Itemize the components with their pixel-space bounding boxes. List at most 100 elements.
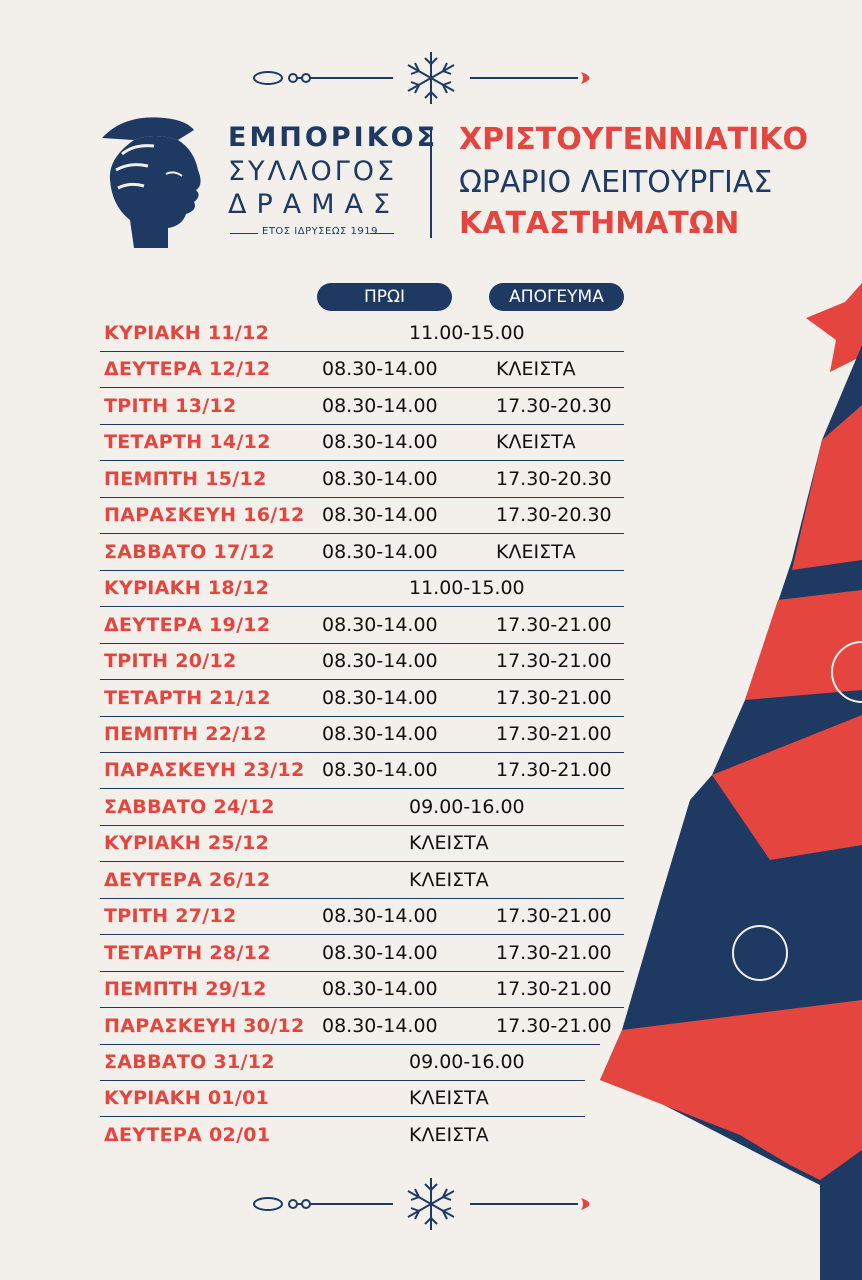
row-hours-morning: 08.30-14.00 <box>322 431 438 453</box>
row-day: ΣΑΒΒΑΤΟ 17/12 <box>104 541 275 563</box>
row-hours-afternoon: 17.30-21.00 <box>496 614 612 636</box>
row-day: ΠΕΜΠΤΗ 22/12 <box>104 723 267 745</box>
ornament-icon <box>831 641 862 703</box>
row-hours-morning: 08.30-14.00 <box>322 1015 438 1037</box>
row-hours-full-day: ΚΛΕΙΣΤΑ <box>409 1124 489 1146</box>
row-day: ΤΡΙΤΗ 27/12 <box>104 905 237 927</box>
row-day: ΣΑΒΒΑΤΟ 31/12 <box>104 1051 275 1073</box>
row-day: ΤΡΙΤΗ 13/12 <box>104 395 237 417</box>
row-hours-morning: 08.30-14.00 <box>322 978 438 1000</box>
row-divider <box>100 424 624 425</box>
row-day: ΚΥΡΙΑΚΗ 25/12 <box>104 832 270 854</box>
row-divider <box>100 788 624 789</box>
row-day: ΠΑΡΑΣΚΕΥΗ 16/12 <box>104 504 305 526</box>
row-hours-afternoon: 17.30-21.00 <box>496 942 612 964</box>
row-divider <box>100 1080 585 1081</box>
row-hours-afternoon: 17.30-20.30 <box>496 395 612 417</box>
row-hours-morning: 08.30-14.00 <box>322 687 438 709</box>
row-day: ΤΕΤΑΡΤΗ 14/12 <box>104 431 271 453</box>
row-day: ΠΑΡΑΣΚΕΥΗ 30/12 <box>104 1015 305 1037</box>
row-hours-afternoon: 17.30-21.00 <box>496 650 612 672</box>
row-hours-morning: 08.30-14.00 <box>322 759 438 781</box>
row-divider <box>100 752 624 753</box>
logo-line-1: ΕΜΠΟΡΙΚΟΣ <box>228 122 439 153</box>
logo-founded: ΕΤΟΣ ΙΔΡΥΣΕΩΣ 1919 <box>262 226 378 237</box>
row-hours-morning: 08.30-14.00 <box>322 905 438 927</box>
row-day: ΤΕΤΑΡΤΗ 21/12 <box>104 687 271 709</box>
tree-stripe-2 <box>745 590 862 700</box>
row-hours-afternoon: 17.30-21.00 <box>496 905 612 927</box>
row-day: ΔΕΥΤΕΡΑ 02/01 <box>104 1124 271 1146</box>
row-day: ΔΕΥΤΕΡΑ 12/12 <box>104 358 271 380</box>
column-header-morning: ΠΡΩΙ <box>317 283 452 311</box>
tree-stripe-3 <box>712 715 862 860</box>
title-line-3: ΚΑΤΑΣΤΗΜΑΤΩΝ <box>459 206 740 241</box>
tree-stripe-4 <box>600 1000 862 1180</box>
row-hours-afternoon: 17.30-21.00 <box>496 759 612 781</box>
row-divider <box>100 533 624 534</box>
row-day: ΚΥΡΙΑΚΗ 01/01 <box>104 1087 270 1109</box>
row-divider <box>100 716 624 717</box>
row-hours-full-day: 11.00-15.00 <box>409 322 525 344</box>
row-divider <box>100 971 624 972</box>
row-hours-afternoon: 17.30-20.30 <box>496 468 612 490</box>
row-divider <box>100 387 624 388</box>
row-divider <box>100 861 624 862</box>
column-header-afternoon: ΑΠΟΓΕΥΜΑ <box>489 283 624 311</box>
row-hours-full-day: 11.00-15.00 <box>409 577 525 599</box>
row-day: ΚΥΡΙΑΚΗ 11/12 <box>104 322 270 344</box>
row-hours-afternoon: ΚΛΕΙΣΤΑ <box>496 431 576 453</box>
row-divider <box>100 351 624 352</box>
row-hours-morning: 08.30-14.00 <box>322 541 438 563</box>
row-hours-afternoon: ΚΛΕΙΣΤΑ <box>496 541 576 563</box>
row-hours-afternoon: 17.30-21.00 <box>496 687 612 709</box>
row-day: ΚΥΡΙΑΚΗ 18/12 <box>104 577 270 599</box>
row-hours-afternoon: 17.30-20.30 <box>496 504 612 526</box>
row-hours-afternoon: ΚΛΕΙΣΤΑ <box>496 358 576 380</box>
row-hours-morning: 08.30-14.00 <box>322 395 438 417</box>
row-day: ΠΕΜΠΤΗ 15/12 <box>104 468 267 490</box>
row-divider <box>100 570 624 571</box>
snowflake-icon <box>407 52 455 104</box>
row-hours-full-day: 09.00-16.00 <box>409 796 525 818</box>
row-hours-full-day: ΚΛΕΙΣΤΑ <box>409 832 489 854</box>
row-divider <box>100 1007 624 1008</box>
row-divider <box>100 898 624 899</box>
row-divider <box>100 460 624 461</box>
row-hours-morning: 08.30-14.00 <box>322 614 438 636</box>
logo-rule-left <box>230 233 258 234</box>
row-hours-afternoon: 17.30-21.00 <box>496 978 612 1000</box>
row-day: ΔΕΥΤΕΡΑ 19/12 <box>104 614 271 636</box>
row-divider <box>100 1044 600 1045</box>
row-day: ΠΕΜΠΤΗ 29/12 <box>104 978 267 1000</box>
row-day: ΤΕΤΑΡΤΗ 28/12 <box>104 942 271 964</box>
row-day: ΔΕΥΤΕΡΑ 26/12 <box>104 869 271 891</box>
row-hours-afternoon: 17.30-21.00 <box>496 1015 612 1037</box>
row-hours-full-day: ΚΛΕΙΣΤΑ <box>409 1087 489 1109</box>
row-divider <box>100 497 624 498</box>
header-divider <box>430 128 432 238</box>
row-hours-morning: 08.30-14.00 <box>322 942 438 964</box>
tree-star-icon <box>806 283 862 372</box>
snowflake-icon <box>407 1178 455 1230</box>
row-divider <box>100 1116 585 1117</box>
row-hours-afternoon: 17.30-21.00 <box>496 723 612 745</box>
row-hours-morning: 08.30-14.00 <box>322 650 438 672</box>
row-hours-full-day: ΚΛΕΙΣΤΑ <box>409 869 489 891</box>
row-hours-morning: 08.30-14.00 <box>322 358 438 380</box>
tree-stripe-1 <box>792 405 862 570</box>
row-hours-morning: 08.30-14.00 <box>322 723 438 745</box>
row-day: ΣΑΒΒΑΤΟ 24/12 <box>104 796 275 818</box>
logo-line-3: ΔΡΑΜΑΣ <box>228 189 401 220</box>
row-divider <box>100 825 624 826</box>
top-ornament <box>253 52 590 104</box>
row-divider <box>100 643 624 644</box>
ornament-icon <box>732 925 788 981</box>
row-divider <box>100 934 624 935</box>
row-hours-morning: 08.30-14.00 <box>322 468 438 490</box>
bottom-ornament <box>253 1178 590 1230</box>
logo-line-2: ΣΥΛΛΟΓΟΣ <box>228 156 398 187</box>
row-day: ΤΡΙΤΗ 20/12 <box>104 650 237 672</box>
